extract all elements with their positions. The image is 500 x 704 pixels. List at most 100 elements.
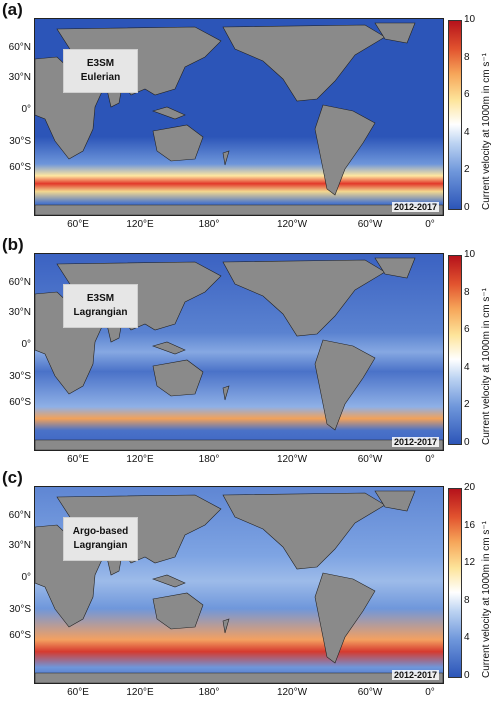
longitude-label: 0°: [425, 219, 435, 230]
longitude-label: 0°: [425, 687, 435, 698]
land-mass: [152, 574, 186, 588]
model-name: E3SM: [86, 293, 115, 304]
panel-label: (b): [2, 235, 24, 254]
model-method: Eulerian: [80, 72, 121, 83]
colorbar-tick-label: 0: [464, 202, 470, 213]
land-mass: [35, 204, 443, 215]
period-label: 2012-2017: [391, 202, 439, 212]
colorbar-tick-label: 0: [464, 437, 470, 448]
colorbar-tick-label: 6: [464, 324, 470, 336]
colorbar-tick-label: 6: [464, 89, 470, 101]
latitude-label: 30°S: [9, 371, 31, 382]
colorbar-tick-label: 8: [464, 51, 470, 63]
longitude-label: 60°W: [357, 687, 383, 698]
model-label-box: Argo-based Lagrangian: [63, 517, 138, 561]
colorbar-tick-label: 10: [464, 249, 476, 260]
colorbar-tick-label: 16: [464, 519, 476, 531]
land-mass: [222, 618, 230, 634]
land-mass: [35, 439, 443, 450]
latitude-label: 0°: [21, 572, 31, 583]
latitude-label: 30°N: [8, 307, 31, 318]
longitude-label: 120°W: [276, 219, 308, 230]
colorbar: [448, 20, 462, 210]
colorbar-tick-label: 8: [464, 286, 470, 298]
colorbar: [448, 488, 462, 678]
model-name: Argo-based: [72, 526, 129, 537]
land-mass: [314, 339, 376, 431]
period-label: 2012-2017: [391, 670, 439, 680]
land-mass: [222, 492, 386, 570]
longitude-label: 120°W: [276, 687, 308, 698]
colorbar-tick-label: 10: [464, 14, 476, 25]
land-mass: [314, 104, 376, 196]
colorbar-tick-label: 8: [464, 594, 470, 606]
model-method: Lagrangian: [73, 540, 128, 551]
land-mass: [374, 490, 416, 512]
latitude-label: 30°N: [8, 540, 31, 551]
land-mass: [152, 592, 204, 630]
map-panel: (a) E3SM Eulerian 2012-2017 60°N 30°N 0° 30…: [0, 0, 500, 230]
longitude-label: 120°E: [126, 454, 154, 465]
colorbar-tick-label: 4: [464, 632, 470, 644]
colorbar-title: Current velocity at 1000m in cm s⁻¹: [481, 521, 492, 678]
model-label-box: E3SM Lagrangian: [63, 284, 138, 328]
colorbar: [448, 255, 462, 445]
land-mass: [222, 24, 386, 102]
longitude-label: 180°: [198, 219, 220, 230]
model-name: E3SM: [86, 58, 115, 69]
colorbar-tick-label: 2: [464, 164, 470, 176]
latitude-label: 60°N: [8, 277, 31, 288]
colorbar-tick-label: 0: [464, 670, 470, 681]
map-svg: [35, 19, 443, 215]
land-mass: [222, 150, 230, 166]
colorbar-tick-label: 12: [464, 557, 476, 569]
latitude-label: 30°S: [9, 136, 31, 147]
colorbar-title: Current velocity at 1000m in cm s⁻¹: [481, 53, 492, 210]
map-panel: (c) Argo-based Lagrangian 2012-2017 60°N…: [0, 468, 500, 698]
latitude-label: 30°N: [8, 72, 31, 83]
land-mass: [152, 359, 204, 397]
land-mass: [152, 106, 186, 120]
latitude-label: 60°S: [9, 630, 31, 641]
map-frame: E3SM Eulerian 2012-2017: [34, 18, 444, 216]
latitude-label: 0°: [21, 339, 31, 350]
land-mass: [374, 22, 416, 44]
longitude-label: 0°: [425, 454, 435, 465]
land-mass: [152, 124, 204, 162]
longitude-label: 120°E: [126, 219, 154, 230]
map-panel: (b) E3SM Lagrangian 2012-2017 60°N 30°N 0°…: [0, 235, 500, 465]
longitude-label: 180°: [198, 454, 220, 465]
longitude-label: 60°W: [357, 454, 383, 465]
longitude-label: 120°W: [276, 454, 308, 465]
latitude-label: 60°N: [8, 42, 31, 53]
model-method: Lagrangian: [73, 307, 128, 318]
latitude-label: 30°S: [9, 604, 31, 615]
longitude-label: 120°E: [126, 687, 154, 698]
colorbar-title: Current velocity at 1000m in cm s⁻¹: [481, 288, 492, 445]
model-label-box: E3SM Eulerian: [63, 49, 138, 93]
colorbar-tick-label: 4: [464, 361, 470, 373]
colorbar-tick-label: 2: [464, 399, 470, 411]
latitude-label: 0°: [21, 104, 31, 115]
land-mass: [35, 672, 443, 683]
panel-label: (a): [2, 0, 23, 19]
latitude-label: 60°S: [9, 162, 31, 173]
latitude-label: 60°N: [8, 510, 31, 521]
land-mass: [374, 257, 416, 279]
map-frame: Argo-based Lagrangian 2012-2017: [34, 486, 444, 684]
land-mass: [222, 259, 386, 337]
latitude-label: 60°S: [9, 397, 31, 408]
colorbar-tick-label: 20: [464, 482, 476, 493]
longitude-label: 60°W: [357, 219, 383, 230]
land-mass: [152, 341, 186, 355]
land-mass: [222, 385, 230, 401]
longitude-label: 180°: [198, 687, 220, 698]
longitude-label: 60°E: [67, 454, 89, 465]
map-frame: E3SM Lagrangian 2012-2017: [34, 253, 444, 451]
longitude-label: 60°E: [67, 219, 89, 230]
period-label: 2012-2017: [391, 437, 439, 447]
panel-label: (c): [2, 468, 23, 487]
land-mass: [314, 572, 376, 664]
longitude-label: 60°E: [67, 687, 89, 698]
colorbar-tick-label: 4: [464, 126, 470, 138]
